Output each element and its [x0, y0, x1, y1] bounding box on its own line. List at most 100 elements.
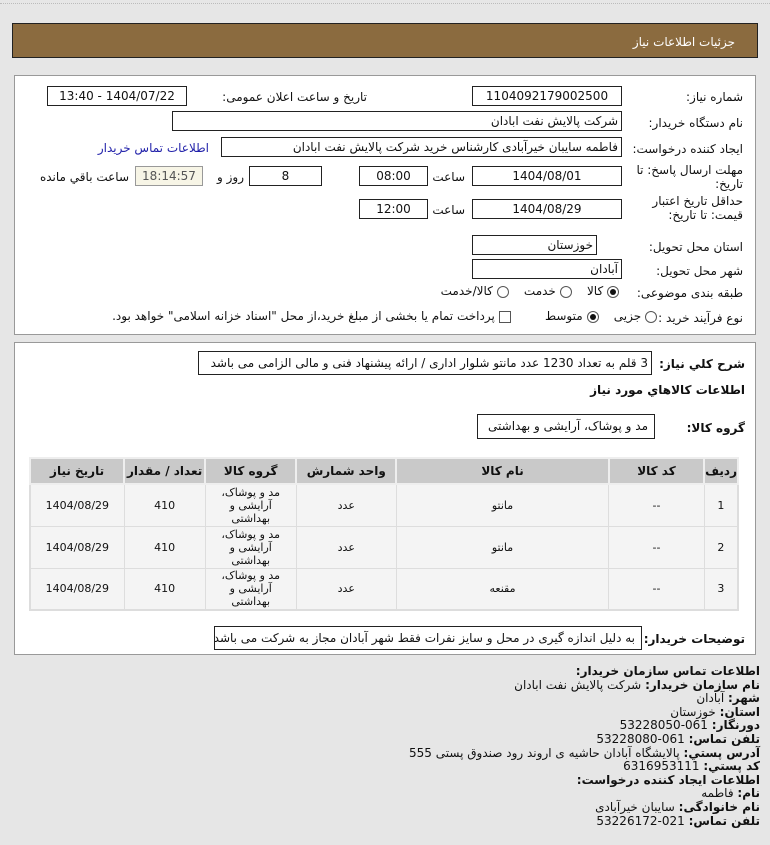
category-label: طبقه بندی موضوعی: [636, 286, 743, 300]
need-info-panel: شماره نیاز: 1104092179002500 تاریخ و ساع… [14, 75, 756, 335]
table-cell: مد و پوشاک، آرایشی و بهداشتی [204, 567, 297, 611]
buyer-contact-link[interactable]: اطلاعات تماس خریدار [97, 141, 209, 155]
table-row: 2 -- مانتو عدد مد و پوشاک، آرایشی و بهداشتی 4… [29, 525, 739, 569]
table-cell: مقنعه [395, 567, 610, 611]
deadline-time-field[interactable]: 08:00 [359, 166, 428, 186]
contact-line: تلفن تماس: 021-53226172 [409, 813, 760, 829]
city-label: شهر محل تحویل: [656, 264, 743, 278]
top-divider [0, 3, 770, 4]
column-header: تعداد / مقدار [123, 457, 207, 485]
category-option-goods[interactable]: کالا [587, 284, 619, 298]
contact-key: نام: [737, 786, 760, 801]
radio-icon[interactable] [586, 310, 599, 323]
creator-field[interactable]: فاطمه سایبان خیرآبادی کارشناس خرید شرکت … [221, 137, 622, 157]
contact-line: شهر: آبادان [409, 691, 760, 706]
table-row: 3 -- مقنعه عدد مد و پوشاک، آرایشی و بهداشتی 4… [29, 567, 739, 611]
page-title: جزئیات اطلاعات نیاز [632, 35, 735, 49]
category-option-service[interactable]: خدمت [524, 284, 572, 298]
contact-value: 061-53228080 [596, 731, 685, 746]
validity-time-field[interactable]: 12:00 [359, 199, 428, 219]
radio-icon[interactable] [607, 285, 619, 298]
process-radio-group: جزیی متوسط پرداخت تمام یا بخشی از مبلغ خ… [112, 309, 657, 323]
radio-icon[interactable] [559, 285, 572, 298]
table-cell: مد و پوشاک، آرایشی و بهداشتی [204, 525, 297, 569]
validity-date-field[interactable]: 1404/08/29 [472, 199, 622, 219]
deadline-time-label: ساعت [432, 170, 465, 184]
radio-icon[interactable] [496, 285, 509, 298]
table-cell: مانتو [395, 483, 610, 527]
days-field[interactable]: 8 [249, 166, 322, 186]
payment-checkbox[interactable] [498, 310, 511, 323]
contact-line: دورنگار: 061-53228050 [409, 719, 760, 733]
contact-key: نام خانوادگی: [678, 799, 760, 814]
contact-key: کد پستي: [703, 759, 760, 774]
group-field: مد و پوشاک، آرایشی و بهداشتی [477, 414, 655, 439]
contact-value: 6316953111 [623, 759, 700, 774]
contact-value: سایبان خیرآبادی [595, 799, 675, 814]
contact-line: کد پستي: 6316953111 [409, 759, 760, 774]
table-header-row: ردیف کد کالا نام کالا واحد شمارش گروه کالا تع… [28, 457, 739, 485]
remaining-time-field: 18:14:57 [135, 166, 203, 186]
process-option-medium[interactable]: متوسط [545, 309, 599, 323]
table-cell: 2 [703, 525, 739, 569]
table-cell: مد و پوشاک، آرایشی و بهداشتی [204, 483, 297, 527]
buyer-contact-info: اطلاعات تماس سازمان خریدار: نام سازمان خ… [409, 664, 760, 829]
deadline-date-field[interactable]: 1404/08/01 [472, 166, 622, 186]
validity-time-label: ساعت [432, 203, 465, 217]
validity-label: حداقل تاریخ اعتبار قیمت: تا تاریخ: [652, 194, 743, 222]
creator-label: ایجاد کننده درخواست: [632, 142, 743, 156]
column-header: نام کالا [395, 457, 610, 485]
contact-value: 061-53228050 [619, 718, 708, 733]
table-cell: 3 [703, 567, 739, 611]
creator-info-title: اطلاعات ایجاد کننده درخواست: [576, 772, 760, 787]
table-cell: -- [608, 483, 705, 527]
table-cell: عدد [295, 525, 397, 569]
province-field[interactable]: خوزستان [472, 235, 597, 255]
contact-line: نام: فاطمه [409, 787, 760, 801]
table-cell: مانتو [395, 525, 610, 569]
buyer-org-label: نام دستگاه خریدار: [648, 116, 744, 130]
announce-label: تاریخ و ساعت اعلان عمومی: [222, 90, 367, 104]
group-label: گروه کالا: [686, 421, 745, 435]
goods-title: اطلاعات کالاهاي مورد نیاز [590, 383, 745, 397]
table-cell: -- [608, 567, 705, 611]
days-label: روز و [217, 170, 244, 184]
process-option-minor[interactable]: جزیی [614, 309, 657, 323]
radio-icon[interactable] [645, 310, 657, 323]
contact-key: نام سازمان خریدار: [645, 677, 760, 692]
column-header: ردیف [703, 457, 739, 485]
page-header: جزئیات اطلاعات نیاز [12, 23, 758, 58]
column-header: کد کالا [607, 457, 706, 485]
buyer-org-field[interactable]: شرکت پالایش نفت ابادان [172, 111, 622, 131]
contact-key: آدرس پستي: [683, 745, 760, 760]
table-cell: 410 [123, 567, 206, 611]
announce-field[interactable]: 1404/07/22 - 13:40 [47, 86, 187, 106]
summary-label: شرح کلي نیاز: [659, 357, 745, 371]
table-cell: 410 [123, 483, 206, 527]
buyer-notes-field: به دلیل اندازه گیری در محل و سایز نفرات … [214, 626, 642, 650]
need-details-panel: شرح کلي نیاز: 3 قلم به تعداد 1230 عدد ما… [14, 342, 756, 655]
contact-line: نام خانوادگی: سایبان خیرآبادی [409, 799, 760, 815]
contact-key: تلفن تماس: [688, 813, 760, 828]
payment-note: پرداخت تمام یا بخشی از مبلغ خرید،از محل … [112, 309, 495, 323]
contact-key: استان: [719, 704, 760, 719]
category-option-both[interactable]: کالا/خدمت [441, 284, 509, 298]
table-cell: 1404/08/29 [29, 525, 125, 569]
goods-table: ردیف کد کالا نام کالا واحد شمارش گروه کالا تع… [28, 457, 739, 611]
contact-value: آبادان [696, 691, 725, 706]
column-header: تاریخ نیاز [28, 457, 126, 485]
contact-title: اطلاعات تماس سازمان خریدار: [575, 664, 760, 678]
contact-value: فاطمه [701, 786, 734, 801]
table-cell: -- [608, 525, 705, 569]
city-field[interactable]: آبادان [472, 259, 622, 279]
contact-key: شهر: [728, 691, 760, 706]
need-number-field[interactable]: 1104092179002500 [472, 86, 622, 106]
buyer-notes-label: توضیحات خریدار: [643, 632, 745, 646]
contact-key: تلفن تماس: [688, 731, 760, 746]
contact-line: استان: خوزستان [409, 704, 760, 720]
contact-line: نام سازمان خریدار: شرکت پالایش نفت ابادا… [409, 677, 760, 693]
table-cell: 410 [123, 525, 206, 569]
remaining-label: ساعت باقي مانده [39, 170, 129, 184]
contact-line: تلفن تماس: 061-53228080 [409, 731, 760, 747]
contact-value: 021-53226172 [596, 813, 685, 828]
